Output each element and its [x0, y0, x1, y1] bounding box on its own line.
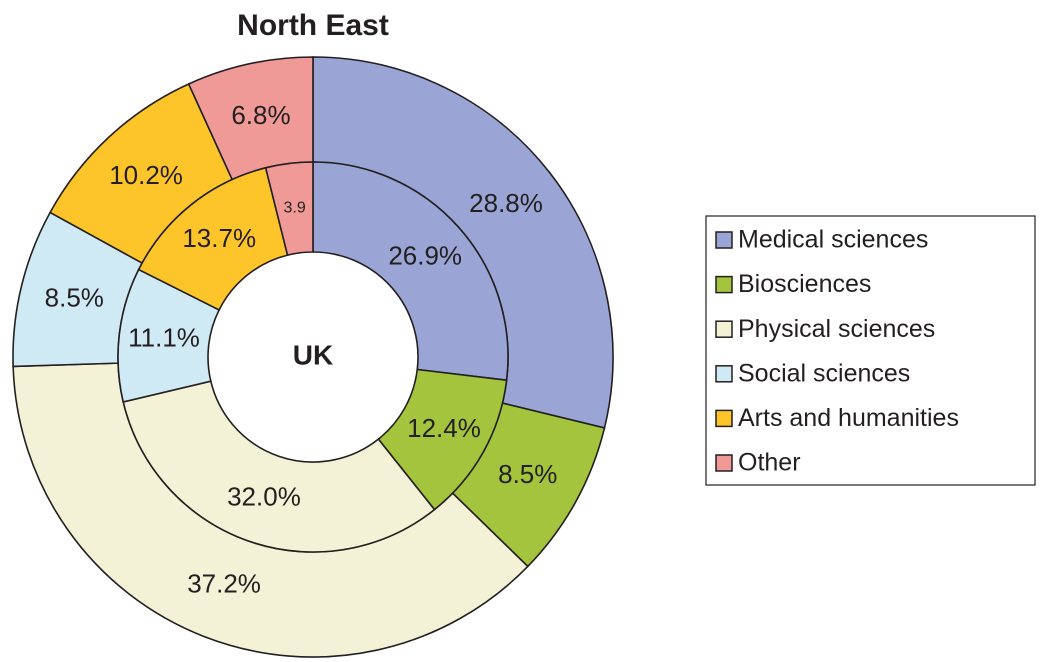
legend-label: Biosciences — [738, 270, 871, 298]
legend-box — [705, 215, 1036, 486]
legend-swatch — [715, 409, 733, 428]
legend-label: Arts and humanities — [738, 404, 959, 432]
data-label: 26.9% — [388, 240, 462, 270]
slice — [264, 161, 314, 257]
chart-title: North East — [237, 9, 389, 42]
data-label: 37.2% — [187, 569, 261, 599]
data-label: 3.9 — [284, 199, 306, 216]
legend-swatch — [715, 320, 733, 338]
slice — [122, 380, 436, 553]
legend-swatch — [715, 275, 733, 294]
legend-swatch — [715, 365, 733, 383]
data-label: 32.0% — [227, 482, 301, 512]
slice — [312, 161, 509, 382]
data-label: 6.8% — [231, 100, 290, 130]
data-label: 10.2% — [109, 160, 183, 190]
center-label: UK — [293, 339, 333, 370]
data-label: 11.1% — [128, 322, 200, 352]
data-label: 8.5% — [45, 283, 104, 313]
legend-swatch — [715, 454, 733, 472]
legend-label: Medical sciences — [738, 226, 928, 254]
legend-swatch — [715, 231, 733, 249]
legend-label: Social sciences — [738, 359, 910, 387]
data-label: 8.5% — [498, 459, 557, 489]
data-label: 13.7% — [182, 223, 256, 253]
data-label: 12.4% — [407, 413, 481, 443]
legend-label: Other — [738, 449, 801, 477]
legend-label: Physical sciences — [738, 315, 935, 343]
data-label: 28.8% — [469, 188, 543, 218]
